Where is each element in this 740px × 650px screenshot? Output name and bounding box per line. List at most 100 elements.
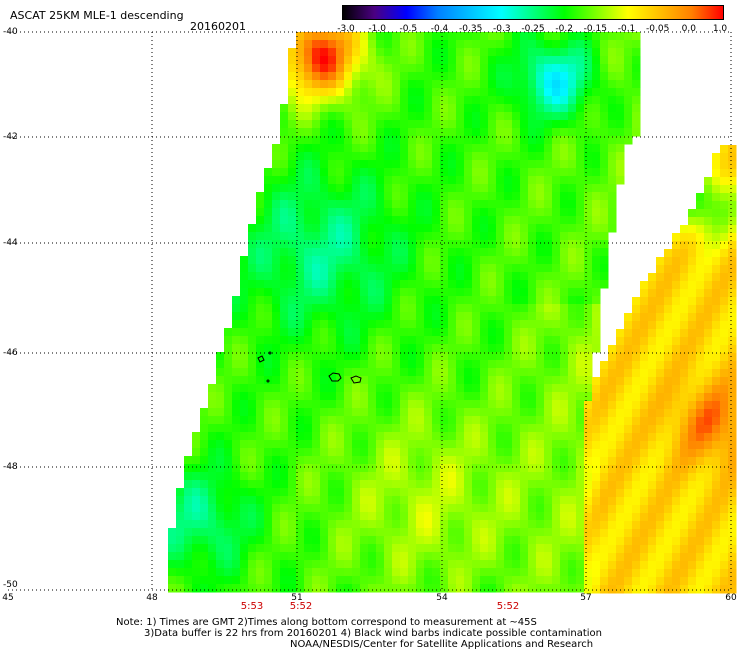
data-cell <box>488 240 497 249</box>
data-cell <box>704 369 713 378</box>
data-cell <box>608 216 617 225</box>
data-cell <box>352 376 361 385</box>
data-cell <box>368 48 377 57</box>
data-cell <box>352 496 361 505</box>
data-cell <box>608 497 617 506</box>
data-cell <box>504 88 513 97</box>
data-cell <box>704 537 713 546</box>
data-cell <box>416 248 425 257</box>
data-cell <box>464 168 473 177</box>
data-cell <box>360 344 369 353</box>
data-cell <box>344 584 353 593</box>
time-label-3: 5:52 <box>496 601 520 612</box>
data-cell <box>488 104 497 113</box>
data-cell <box>336 488 345 497</box>
data-cell <box>624 529 633 538</box>
data-cell <box>376 448 385 457</box>
data-cell <box>424 496 433 505</box>
data-cell <box>336 96 345 105</box>
data-cell <box>352 448 361 457</box>
data-cell <box>280 280 289 289</box>
data-cell <box>512 368 521 377</box>
data-cell <box>592 80 601 89</box>
data-cell <box>464 336 473 345</box>
data-cell <box>432 208 441 217</box>
data-cell <box>616 481 625 490</box>
data-cell <box>512 64 521 73</box>
data-cell <box>576 544 585 553</box>
data-cell <box>304 288 313 297</box>
data-cell <box>712 577 721 586</box>
data-cell <box>576 312 585 321</box>
data-cell <box>320 440 329 449</box>
data-cell <box>424 288 433 297</box>
data-cell <box>568 344 577 353</box>
data-cell <box>208 464 217 473</box>
data-cell <box>328 80 337 89</box>
data-cell <box>472 40 481 49</box>
data-cell <box>504 336 513 345</box>
data-cell <box>608 513 617 522</box>
data-cell <box>600 40 609 49</box>
data-cell <box>488 384 497 393</box>
data-cell <box>488 232 497 241</box>
data-cell <box>720 241 729 250</box>
data-cell <box>480 200 489 209</box>
data-cell <box>184 512 193 521</box>
data-cell <box>584 208 593 217</box>
data-cell <box>264 360 273 369</box>
data-cell <box>432 304 441 313</box>
data-cell <box>240 448 249 457</box>
data-cell <box>384 336 393 345</box>
data-cell <box>584 176 593 185</box>
page-title: ASCAT 25KM MLE-1 descending <box>10 9 184 22</box>
data-cell <box>296 248 305 257</box>
data-cell <box>488 264 497 273</box>
data-cell <box>720 193 729 202</box>
data-cell <box>344 544 353 553</box>
data-cell <box>328 264 337 273</box>
data-cell <box>528 224 537 233</box>
data-cell <box>320 344 329 353</box>
data-cell <box>512 544 521 553</box>
data-cell <box>672 481 681 490</box>
data-cell <box>472 272 481 281</box>
data-cell <box>280 296 289 305</box>
data-cell <box>232 368 241 377</box>
data-cell <box>304 432 313 441</box>
data-cell <box>632 449 641 458</box>
data-cell <box>288 448 297 457</box>
data-cell <box>360 328 369 337</box>
data-cell <box>560 496 569 505</box>
data-cell <box>560 432 569 441</box>
data-cell <box>680 257 689 266</box>
data-cell <box>288 488 297 497</box>
data-cell <box>560 48 569 57</box>
data-cell <box>712 457 721 466</box>
data-cell <box>320 232 329 241</box>
data-cell <box>656 513 665 522</box>
data-cell <box>464 184 473 193</box>
data-cell <box>192 544 201 553</box>
data-cell <box>536 328 545 337</box>
data-cell <box>336 32 345 41</box>
data-cell <box>504 384 513 393</box>
data-cell <box>224 360 233 369</box>
data-cell <box>680 417 689 426</box>
data-cell <box>416 256 425 265</box>
data-cell <box>464 64 473 73</box>
data-cell <box>400 80 409 89</box>
data-cell <box>552 96 561 105</box>
data-cell <box>424 440 433 449</box>
data-cell <box>320 200 329 209</box>
data-cell <box>456 32 465 41</box>
data-cell <box>424 48 433 57</box>
data-cell <box>272 248 281 257</box>
data-cell <box>488 56 497 65</box>
data-cell <box>432 264 441 273</box>
data-cell <box>344 168 353 177</box>
data-cell <box>640 465 649 474</box>
data-cell <box>424 168 433 177</box>
data-cell <box>488 112 497 121</box>
data-cell <box>528 416 537 425</box>
